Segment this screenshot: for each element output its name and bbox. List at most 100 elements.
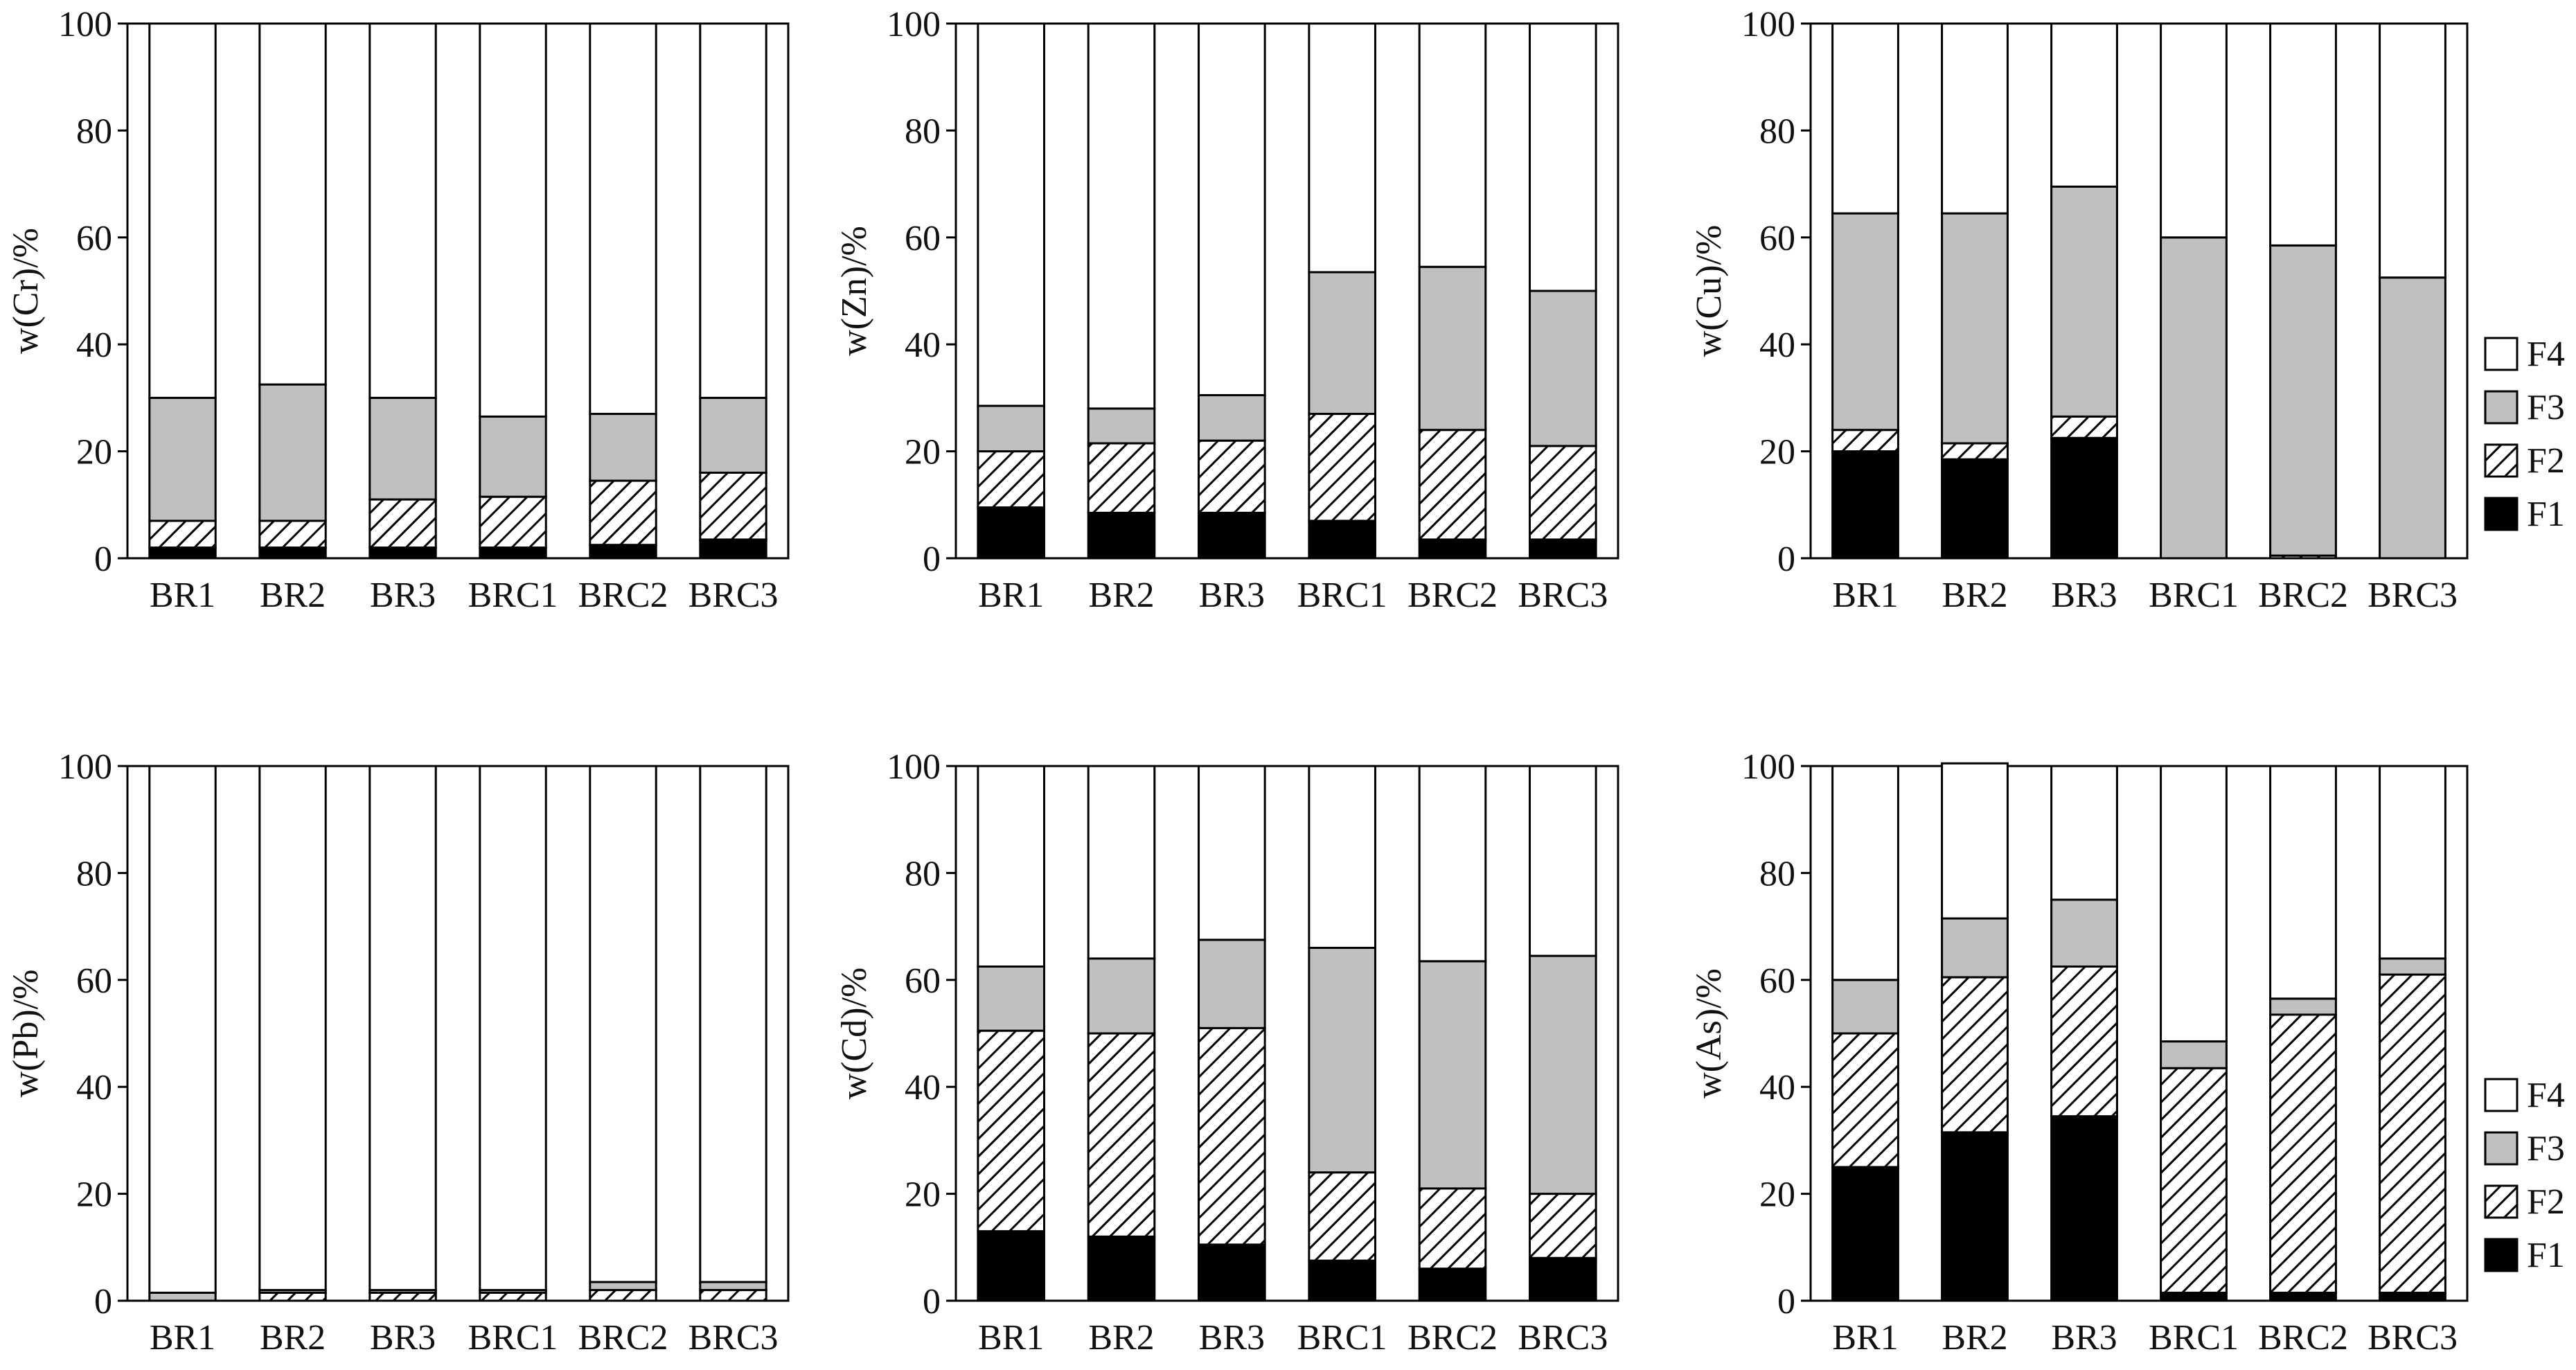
x-tick-label: BR2: [1942, 576, 2007, 615]
bar-segment-brc2-f4: [1418, 765, 1487, 963]
x-tick-label: BR1: [1832, 1318, 1898, 1358]
bar-segment-br3-f3: [1198, 394, 1266, 442]
bar-segment-brc1-f1: [1308, 519, 1376, 560]
x-tick-label: BR1: [978, 576, 1044, 615]
legend-swatch-f1: [2484, 497, 2519, 531]
y-axis-label: w(Zn)/%: [835, 226, 874, 356]
y-tick-label: 20: [905, 1175, 941, 1215]
bar-segment-br2-f2: [258, 519, 327, 549]
bar-segment-brc3-f4: [2379, 22, 2446, 279]
bar-segment-brc1-f2: [479, 495, 547, 549]
bar-segment-brc1-f4: [1308, 765, 1376, 949]
x-tick-label: BRC3: [688, 1318, 778, 1358]
y-axis-label: w(As)/%: [1689, 968, 1729, 1098]
legend-label-f3: F3: [2527, 1129, 2565, 1168]
y-tick-label: 80: [1759, 112, 1795, 151]
bar-segment-brc3-f4: [1529, 22, 1597, 292]
bar-segment-brc2-f3: [2269, 244, 2337, 557]
x-tick-label: BRC3: [688, 576, 778, 615]
bar-segment-brc3-f3: [699, 396, 767, 474]
x-tick-label: BR3: [370, 1318, 436, 1358]
legend-label-f4: F4: [2527, 1076, 2565, 1115]
plot-frame: [1809, 22, 2469, 560]
y-tick-label: 20: [905, 433, 941, 472]
charts-layer: 0 20 40 60 80 100 w(Cr)/% BR1 BR2 BR3 BRC1 BRC2 BRC3…: [6, 5, 2469, 1358]
bar-segment-br3-f1: [1198, 511, 1266, 560]
bar-segment-br1-f1: [977, 1230, 1045, 1302]
x-tick-label: BR3: [2051, 576, 2117, 615]
legend-label-f2: F2: [2527, 441, 2565, 481]
bar-segment-br1-f2: [977, 450, 1045, 509]
y-tick-label: 60: [1759, 219, 1795, 258]
bar-segment-br1-f2: [977, 1029, 1045, 1233]
y-tick-label: 20: [1759, 433, 1795, 472]
bar-segment-br1-f4: [977, 22, 1045, 407]
bar-segment-br3-f1: [1198, 1243, 1266, 1302]
bar-segment-br1-f4: [977, 765, 1045, 968]
bar-segment-br2-f1: [1941, 458, 2009, 560]
x-tick-label: BR1: [978, 1318, 1044, 1358]
x-tick-label: BRC1: [1297, 576, 1387, 615]
bar-segment-brc3-f2: [1529, 1193, 1597, 1259]
bar-segment-br2-f4: [258, 22, 327, 386]
bar-segment-br2-f2: [1087, 1032, 1156, 1238]
x-tick-label: BRC1: [2149, 576, 2239, 615]
plot-frame: [954, 765, 1619, 1302]
x-tick-label: BR2: [260, 1318, 326, 1358]
x-tick-label: BRC1: [468, 1318, 558, 1358]
y-tick-label: 0: [1777, 1282, 1795, 1322]
bar-segment-brc2-f2: [589, 479, 657, 546]
bar-segment-brc3-f1: [1529, 1256, 1597, 1302]
y-axis-label: w(Pb)/%: [6, 970, 46, 1098]
bar-segment-brc2-f4: [589, 22, 657, 416]
bar-segment-br1-f2: [148, 519, 217, 549]
plot-frame: [126, 22, 790, 560]
bar-segment-br3-f2: [1198, 1026, 1266, 1246]
bar-segment-br1-f4: [1831, 22, 1899, 215]
plot-frame: [954, 22, 1619, 560]
bar-segment-br2-f3: [1087, 407, 1156, 445]
legend-swatch-f2: [2484, 1184, 2519, 1219]
x-tick-label: BR2: [1942, 1318, 2007, 1358]
bar-segment-brc2-f2: [2269, 1013, 2337, 1294]
bar-segment-brc3-f1: [1529, 538, 1597, 560]
bar-segment-br2-f3: [1941, 212, 2009, 445]
bar-segment-brc1-f4: [479, 22, 547, 418]
bar-segment-brc3-f2: [2379, 973, 2446, 1294]
bar-segment-brc3-f1: [699, 538, 767, 560]
chart-panel-5: 0 20 40 60 80 100 w(Cd)/% BR1 BR2 BR3 BRC1 BRC2 BRC3: [835, 747, 1619, 1358]
bar-segment-brc1-f2: [2160, 1067, 2228, 1294]
y-tick-label: 80: [1759, 854, 1795, 893]
bar-segment-brc1-f2: [479, 1291, 547, 1302]
bar-segment-br2-f1: [1941, 1131, 2009, 1302]
bar-segment-br2-f1: [258, 546, 327, 560]
bar-segment-br3-f1: [2050, 1115, 2118, 1302]
plot-frame: [1809, 765, 2469, 1302]
y-axis-label: w(Cr)/%: [6, 228, 46, 354]
bar-segment-brc3-f4: [1529, 765, 1597, 957]
bar-segment-brc2-f4: [2269, 22, 2337, 247]
bar-segment-brc2-f3: [1418, 265, 1487, 432]
y-tick-label: 0: [94, 1282, 112, 1322]
bar-segment-br3-f3: [368, 396, 437, 501]
bar-segment-brc1-f3: [2160, 236, 2228, 560]
bar-segment-br3-f3: [1198, 938, 1266, 1029]
bar-segment-br1-f2: [1831, 1032, 1899, 1168]
x-tick-label: BR1: [1832, 576, 1898, 615]
y-tick-label: 100: [1741, 747, 1795, 787]
bar-segment-br2-f3: [258, 383, 327, 522]
bar-segment-brc3-f4: [699, 765, 767, 1283]
y-tick-label: 40: [76, 1068, 112, 1107]
bar-segment-br1-f3: [148, 396, 217, 522]
bar-segment-br3-f3: [2050, 898, 2118, 968]
y-tick-label: 60: [905, 219, 941, 258]
bar-segment-brc3-f3: [2379, 276, 2446, 560]
x-tick-label: BRC2: [1407, 1318, 1498, 1358]
bar-segment-brc3-f2: [1529, 445, 1597, 541]
x-tick-label: BRC3: [1518, 576, 1608, 615]
bar-segment-br3-f4: [2050, 765, 2118, 901]
y-tick-label: 40: [1759, 326, 1795, 365]
bar-segment-br1-f3: [1831, 212, 1899, 432]
y-tick-label: 100: [1741, 5, 1795, 44]
bar-segment-brc2-f3: [589, 1281, 657, 1292]
